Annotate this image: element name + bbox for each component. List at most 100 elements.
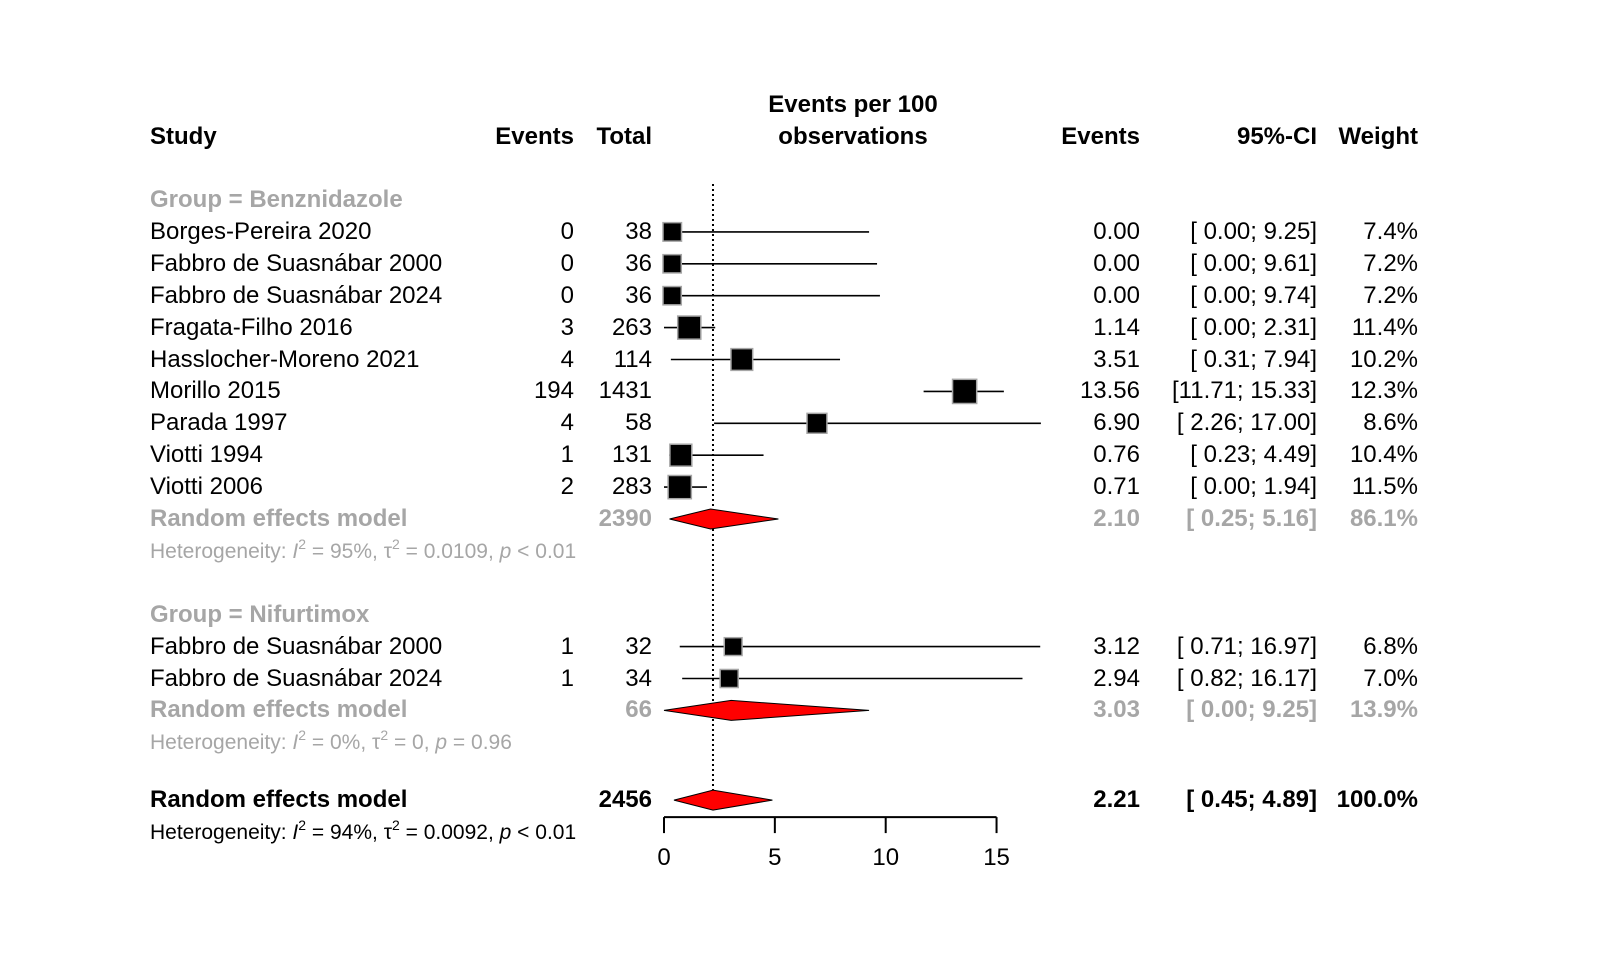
heterogeneity-tau: τ [372, 731, 381, 755]
subgroup-model-weight: 86.1% [1349, 505, 1418, 532]
study-name: Fabbro de Suasnábar 2000 [150, 632, 443, 660]
study-estimate: 0.71 [1093, 473, 1140, 501]
study-total: 36 [625, 281, 652, 309]
study-ci: [11.71; 15.33] [1171, 377, 1317, 405]
subgroup-model-ci: [ 0.25; 5.16] [1186, 505, 1317, 532]
study-square [951, 378, 978, 405]
heterogeneity-p-val: < 0.01 [511, 539, 577, 563]
study-ci: [ 0.00; 2.31] [1190, 313, 1317, 341]
superscript-2: 2 [380, 727, 389, 744]
study-name: Viotti 2006 [150, 473, 263, 501]
header-effect: Events [1061, 123, 1140, 150]
heterogeneity-prefix: Heterogeneity: [150, 731, 293, 755]
study-total: 38 [625, 217, 652, 245]
study-name: Fabbro de Suasnábar 2024 [150, 664, 443, 692]
study-total: 36 [625, 249, 652, 277]
study-events: 0 [560, 281, 574, 309]
heterogeneity-p: p [435, 731, 448, 755]
study-weight: 10.4% [1349, 441, 1418, 469]
subgroup-diamond [669, 508, 779, 530]
study-square [730, 347, 754, 372]
study-weight: 10.2% [1349, 345, 1418, 373]
superscript-2: 2 [298, 817, 307, 834]
subgroup-model-label: Random effects model [150, 696, 408, 724]
heterogeneity-p: p [499, 539, 512, 563]
study-estimate: 0.76 [1093, 441, 1140, 469]
study-total: 114 [613, 345, 652, 373]
heterogeneity-p-val: = 0.96 [447, 731, 512, 755]
study-name: Borges-Pereira 2020 [150, 217, 372, 245]
study-name: Parada 1997 [150, 409, 288, 437]
overall-model-ci: [ 0.45; 4.89] [1186, 786, 1317, 814]
study-estimate: 1.14 [1093, 313, 1140, 341]
study-ci: [ 0.00; 9.25] [1190, 217, 1317, 245]
study-total: 131 [611, 441, 652, 469]
heterogeneity-tau: τ [383, 821, 392, 845]
subgroup-diamond [663, 699, 870, 721]
header-ci: 95%-CI [1236, 123, 1317, 150]
heterogeneity-i2-val: = 0%, [306, 731, 373, 755]
study-total: 1431 [598, 377, 652, 405]
study-estimate: 0.00 [1093, 217, 1140, 245]
header-weight: Weight [1338, 123, 1418, 150]
study-events: 1 [560, 441, 574, 469]
study-square [662, 253, 683, 274]
study-square [669, 443, 693, 467]
x-tick-label: 15 [983, 844, 1010, 871]
study-events: 1 [560, 664, 574, 692]
subgroup-model-total: 66 [625, 696, 652, 724]
study-total: 34 [625, 664, 652, 692]
superscript-2: 2 [392, 817, 400, 834]
group-label: Group = Nifurtimox [150, 600, 370, 628]
study-name: Fragata-Filho 2016 [150, 313, 353, 341]
study-events: 0 [560, 217, 574, 245]
study-name: Morillo 2015 [150, 377, 281, 405]
study-name: Fabbro de Suasnábar 2000 [150, 249, 443, 277]
overall-heterogeneity: Heterogeneity: I2 = 94%, τ2 = 0.0092, p … [150, 818, 577, 845]
group-label: Group = Benznidazole [150, 186, 403, 213]
study-ci: [ 0.00; 1.94] [1190, 473, 1317, 501]
study-square [667, 474, 693, 500]
header-total: Total [596, 123, 652, 150]
study-estimate: 13.56 [1079, 377, 1140, 405]
subgroup-model-label: Random effects model [150, 505, 408, 532]
study-total: 263 [611, 313, 652, 341]
study-weight: 7.0% [1363, 664, 1418, 692]
study-events: 3 [560, 313, 574, 341]
study-events: 2 [560, 473, 574, 501]
overall-model-weight: 100.0% [1336, 786, 1418, 814]
study-estimate: 3.51 [1093, 345, 1140, 373]
header-plot-line1: Events per 100 [768, 91, 938, 118]
subgroup-heterogeneity: Heterogeneity: I2 = 95%, τ2 = 0.0109, p … [150, 537, 577, 563]
study-total: 32 [625, 632, 652, 660]
study-weight: 11.5% [1351, 473, 1418, 501]
study-total: 58 [625, 409, 652, 437]
study-weight: 11.4% [1351, 313, 1418, 341]
study-events: 4 [560, 409, 574, 437]
heterogeneity-tau2-val: = 0.0092, [399, 821, 500, 845]
heterogeneity-i2-val: = 94%, [306, 821, 384, 845]
superscript-2: 2 [392, 535, 400, 552]
study-estimate: 0.00 [1093, 281, 1140, 309]
superscript-2: 2 [298, 535, 307, 552]
study-name: Fabbro de Suasnábar 2024 [150, 281, 443, 309]
study-estimate: 0.00 [1093, 249, 1140, 277]
heterogeneity-p-val: < 0.01 [511, 821, 577, 845]
subgroup-heterogeneity: Heterogeneity: I2 = 0%, τ2 = 0, p = 0.96 [150, 728, 512, 755]
study-ci: [ 0.00; 9.74] [1190, 281, 1317, 309]
subgroup-model-estimate: 3.03 [1093, 696, 1140, 724]
study-weight: 7.2% [1363, 249, 1418, 277]
study-ci: [ 0.71; 16.97] [1176, 632, 1317, 660]
heterogeneity-tau2-val: = 0, [388, 731, 436, 755]
study-weight: 6.8% [1363, 632, 1418, 660]
x-tick-label: 0 [657, 844, 670, 871]
study-square [676, 315, 702, 340]
heterogeneity-I: I [292, 539, 299, 563]
study-estimate: 3.12 [1093, 632, 1140, 660]
heterogeneity-i2-val: = 95%, [306, 539, 384, 563]
x-tick-label: 10 [872, 844, 899, 871]
header-plot-line2: observations [778, 123, 928, 150]
study-events: 194 [533, 377, 574, 405]
study-weight: 12.3% [1349, 377, 1418, 405]
overall-diamond [673, 789, 773, 811]
